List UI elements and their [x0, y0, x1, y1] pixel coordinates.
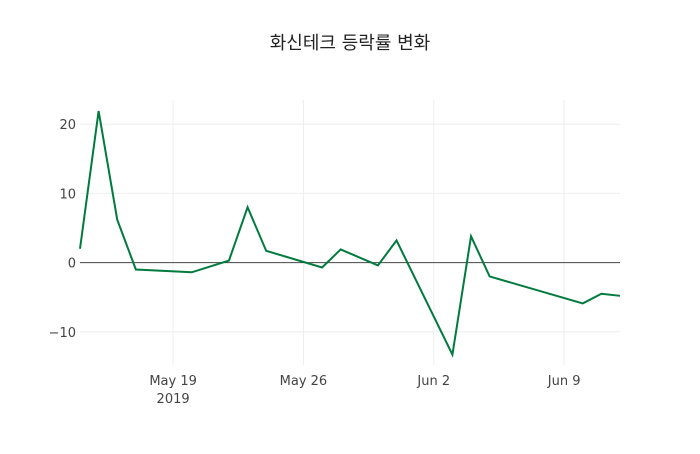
x-tick-label: Jun 2 — [416, 374, 450, 389]
chart-title: 화신테크 등락률 변화 — [270, 33, 430, 54]
y-tick-label: 0 — [68, 257, 76, 272]
x-tick-label: May 19 — [149, 374, 197, 389]
y-tick-label: −10 — [49, 326, 76, 341]
x-tick-label: May 26 — [280, 374, 328, 389]
y-tick-label: 10 — [59, 187, 76, 202]
series-line — [79, 110, 621, 358]
x-tick-label: Jun 9 — [547, 374, 581, 389]
y-tick-label: 20 — [59, 118, 76, 133]
x-tick-sublabel: 2019 — [157, 392, 190, 407]
